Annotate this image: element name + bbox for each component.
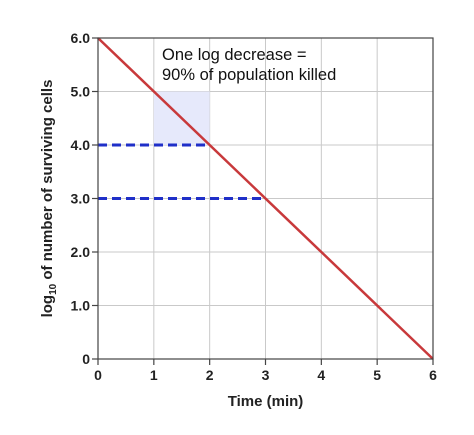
x-tick-label: 5 bbox=[373, 367, 381, 383]
x-tick-label: 0 bbox=[94, 367, 102, 383]
y-axis-title-suffix: of number of surviving cells bbox=[39, 80, 56, 284]
axes bbox=[92, 37, 434, 365]
annotation-line-2: 90% of population killed bbox=[162, 66, 336, 84]
y-tick-labels: 0 1.0 2.0 3.0 4.0 5.0 6.0 bbox=[71, 30, 91, 367]
annotation: One log decrease = 90% of population kil… bbox=[162, 46, 336, 84]
series bbox=[97, 37, 434, 360]
annotation-line-1: One log decrease = bbox=[162, 46, 306, 64]
x-tick-labels: 0 1 2 3 4 5 6 bbox=[94, 367, 437, 383]
x-tick-label: 4 bbox=[317, 367, 325, 383]
x-axis-title: Time (min) bbox=[228, 393, 304, 410]
x-tick-label: 1 bbox=[150, 367, 158, 383]
reference-lines bbox=[98, 143, 266, 200]
y-tick-label: 5.0 bbox=[71, 84, 91, 100]
y-tick-label: 3.0 bbox=[71, 191, 91, 207]
y-axis-title-prefix: log bbox=[39, 295, 56, 318]
y-axis-title: log10 of number of surviving cells bbox=[39, 80, 59, 318]
y-tick-label: 1.0 bbox=[71, 298, 91, 314]
x-tick-label: 6 bbox=[429, 367, 437, 383]
x-tick-label: 2 bbox=[206, 367, 214, 383]
y-tick-label: 2.0 bbox=[71, 244, 91, 260]
x-tick-label: 3 bbox=[262, 367, 270, 383]
series-line-0 bbox=[97, 37, 434, 360]
y-axis-title-subscript: 10 bbox=[48, 283, 59, 295]
y-tick-label: 0 bbox=[82, 351, 90, 367]
y-tick-label: 6.0 bbox=[71, 30, 91, 46]
y-tick-label: 4.0 bbox=[71, 137, 91, 153]
